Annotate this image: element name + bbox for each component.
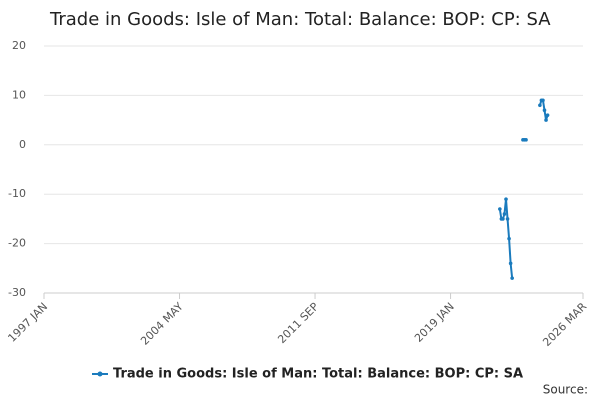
- source: Source:: [543, 383, 588, 397]
- y-tick-label: -20: [8, 237, 26, 250]
- point: [544, 118, 548, 122]
- point: [504, 197, 508, 201]
- point: [524, 138, 528, 142]
- point: [505, 217, 510, 221]
- point: [541, 98, 545, 103]
- y-tick-label: 0: [19, 138, 26, 151]
- x-tick-label: 2011 SEP: [275, 300, 321, 346]
- point: [501, 217, 505, 221]
- legend-swatch-dot: [97, 371, 103, 377]
- point: [538, 103, 542, 108]
- x-tick-label: 2019 JAN: [412, 300, 457, 345]
- point: [498, 207, 502, 211]
- x-tick-label: 1997 JAN: [5, 300, 50, 345]
- y-tick-label: -10: [8, 187, 26, 200]
- chart-title: Trade in Goods: Isle of Man: Total: Bala…: [49, 9, 551, 30]
- point: [542, 108, 547, 113]
- x-tick-label: 2004 MAY: [138, 300, 186, 348]
- legend-label: Trade in Goods: Isle of Man: Total: Bala…: [113, 367, 523, 382]
- point: [545, 113, 550, 117]
- point: [502, 212, 507, 216]
- y-tick-label: 20: [12, 39, 26, 52]
- point: [508, 261, 513, 266]
- point: [510, 276, 514, 280]
- series-line: [498, 99, 549, 279]
- point: [507, 236, 511, 241]
- y-tick-label: 10: [12, 88, 26, 101]
- x-tick-label: 2026 MAR: [540, 300, 589, 349]
- y-tick-label: -30: [8, 286, 26, 299]
